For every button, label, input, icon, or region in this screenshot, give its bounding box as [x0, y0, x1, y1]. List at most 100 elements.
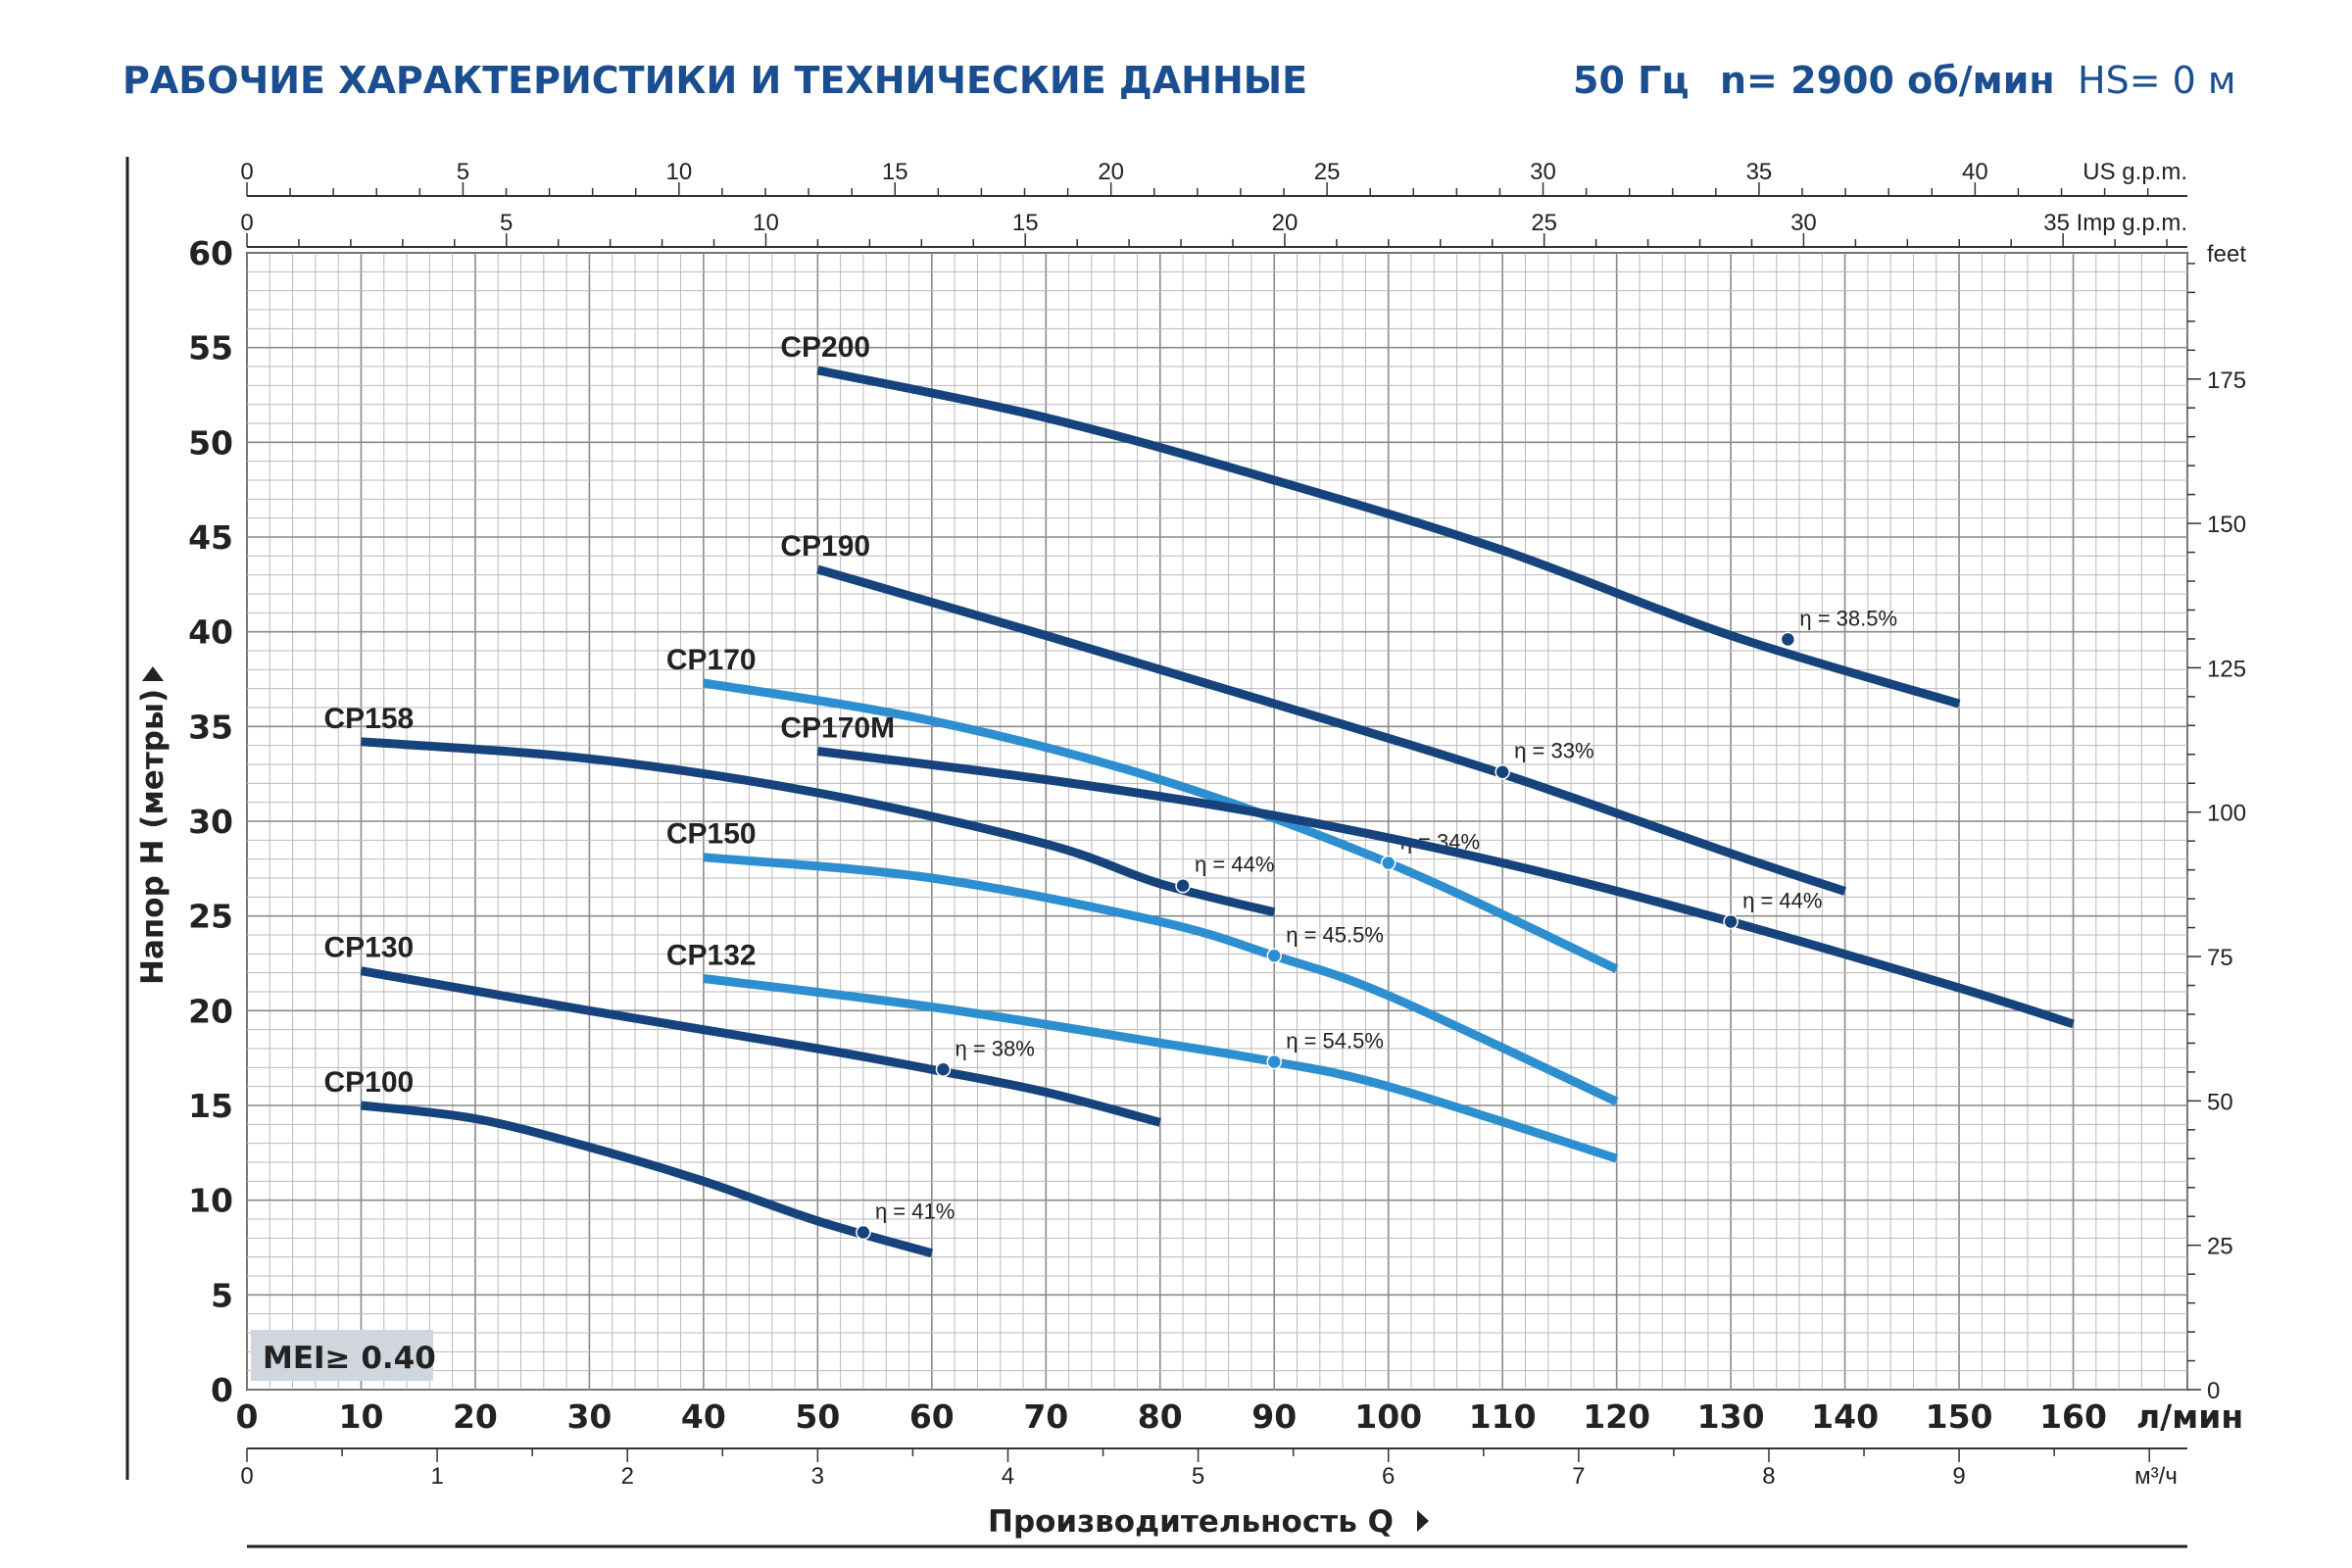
- y-tick-label: 45: [188, 518, 233, 557]
- series-line-cp200: [816, 366, 1961, 709]
- imp-gpm-tick-label: 25: [1531, 210, 1557, 236]
- y-tick-label: 35: [188, 708, 233, 746]
- imp-gpm-tick-label: 5: [500, 210, 513, 236]
- imp-gpm-tick-label: 10: [753, 210, 779, 236]
- suction-height-label: HS= 0 м: [2078, 59, 2236, 102]
- m3h-tick-label: 4: [1002, 1463, 1014, 1490]
- series-line-cp100: [360, 1101, 934, 1258]
- x-tick-label: 50: [795, 1397, 840, 1436]
- y-tick-label: 55: [188, 329, 233, 368]
- series-line-cp130: [360, 966, 1161, 1127]
- us-gpm-tick-label: 40: [1962, 159, 1988, 185]
- series-line-cp170m: [816, 747, 2075, 1029]
- m3h-tick-label: 7: [1572, 1463, 1585, 1490]
- x-tick-label: 130: [1697, 1397, 1765, 1436]
- y-tick-label: 25: [188, 898, 233, 936]
- m3h-label: м³/ч: [2134, 1463, 2178, 1490]
- m3h-tick-label: 6: [1382, 1463, 1395, 1490]
- feet-tick-label: 75: [2207, 945, 2233, 971]
- us-gpm-tick-label: 35: [1746, 159, 1773, 185]
- series-line-cp132: [703, 974, 1618, 1163]
- feet-tick-label: 125: [2207, 656, 2246, 682]
- us-gpm-label: US g.p.m.: [2082, 159, 2187, 185]
- series-line-cp150: [703, 853, 1619, 1106]
- feet-tick-label: 150: [2207, 512, 2246, 538]
- y-axis-arrow-icon: [142, 666, 164, 681]
- efficiency-label: η = 38%: [955, 1036, 1034, 1060]
- imp-gpm-tick-label: 0: [240, 210, 253, 236]
- x-tick-label: 30: [566, 1397, 612, 1436]
- series-label: CP158: [323, 703, 414, 735]
- x-tick-label: 0: [236, 1397, 259, 1436]
- y-tick-label: 20: [188, 992, 233, 1030]
- m3h-tick-label: 3: [811, 1463, 824, 1490]
- y-tick-label: 60: [188, 234, 233, 272]
- x-tick-label: 10: [339, 1397, 384, 1436]
- feet-tick-label: 175: [2207, 368, 2246, 394]
- efficiency-label: η = 54.5%: [1286, 1029, 1384, 1054]
- y-tick-label: 0: [211, 1371, 233, 1409]
- x-tick-label: 60: [909, 1397, 955, 1436]
- m3h-tick-label: 5: [1192, 1463, 1204, 1490]
- efficiency-label: η = 44%: [1195, 853, 1274, 877]
- series-label: CP150: [666, 818, 757, 851]
- x-tick-label: 80: [1138, 1397, 1183, 1436]
- series-label: CP170: [666, 644, 757, 676]
- x-tick-label: 90: [1251, 1397, 1297, 1436]
- efficiency-label: η = 45.5%: [1286, 922, 1384, 947]
- efficiency-label: η = 41%: [875, 1200, 955, 1224]
- y-tick-label: 5: [211, 1276, 233, 1314]
- imp-gpm-tick-label: 15: [1012, 210, 1039, 236]
- us-gpm-tick-label: 15: [882, 159, 908, 185]
- series-label: CP100: [323, 1066, 414, 1099]
- series-line-cp170: [703, 678, 1619, 973]
- us-gpm-tick-label: 0: [240, 159, 253, 185]
- series-label: CP170M: [780, 711, 895, 744]
- efficiency-label: η = 44%: [1742, 888, 1822, 912]
- efficiency-point: [1266, 948, 1282, 964]
- m3h-tick-label: 1: [430, 1463, 443, 1490]
- mei-badge: MEI≥ 0.40: [263, 1341, 436, 1376]
- series-label: CP190: [780, 530, 870, 563]
- y-tick-label: 40: [188, 613, 233, 652]
- x-tick-label: 100: [1354, 1397, 1422, 1436]
- x-tick-label: 160: [2039, 1397, 2107, 1436]
- efficiency-point: [1723, 913, 1739, 930]
- us-gpm-tick-label: 30: [1530, 159, 1556, 185]
- y-tick-label: 30: [188, 803, 233, 841]
- y-tick-label: 15: [188, 1087, 233, 1125]
- series-line-cp158: [361, 737, 1276, 917]
- axes: 0 10 20 30 40 50 60 70 80 90 100 110 120 130 140 150 160…: [188, 159, 2246, 1490]
- feet-tick-label: 25: [2207, 1234, 2233, 1260]
- series-line-cp190: [816, 564, 1847, 896]
- efficiency-point: [1175, 877, 1191, 894]
- x-tick-label: 20: [453, 1397, 498, 1436]
- feet-tick-label: 100: [2207, 801, 2246, 827]
- us-gpm-tick-label: 10: [665, 159, 692, 185]
- efficiency-point: [1266, 1054, 1282, 1070]
- m3h-tick-label: 0: [240, 1463, 253, 1490]
- x-tick-label: 70: [1023, 1397, 1068, 1436]
- series-label: CP200: [780, 331, 870, 364]
- page-title: РАБОЧИЕ ХАРАКТЕРИСТИКИ И ТЕХНИЧЕСКИЕ ДАН…: [122, 59, 1307, 102]
- speed-label: n= 2900 об/мин: [1720, 59, 2055, 102]
- imp-gpm-tick-label: 20: [1272, 210, 1298, 236]
- y-tick-label: 10: [188, 1182, 233, 1220]
- x-tick-label: 120: [1583, 1397, 1650, 1436]
- series-label: CP132: [666, 939, 757, 971]
- y-tick-label: 50: [188, 423, 233, 462]
- x-tick-label: 110: [1469, 1397, 1537, 1436]
- feet-tick-label: 50: [2207, 1089, 2233, 1115]
- x-axis-title: Производительность Q: [988, 1504, 1394, 1540]
- imp-gpm-label: 35 Imp g.p.m.: [2043, 210, 2187, 236]
- feet-tick-label: 0: [2207, 1378, 2220, 1404]
- grid: [246, 252, 2188, 1391]
- x-tick-label: 40: [681, 1397, 726, 1436]
- efficiency-point: [1380, 855, 1396, 871]
- mei-badge-bg: [251, 1330, 433, 1381]
- x-tick-label: 150: [1926, 1397, 1993, 1436]
- imp-gpm-tick-label: 30: [1790, 210, 1817, 236]
- efficiency-label: η = 38.5%: [1799, 606, 1897, 630]
